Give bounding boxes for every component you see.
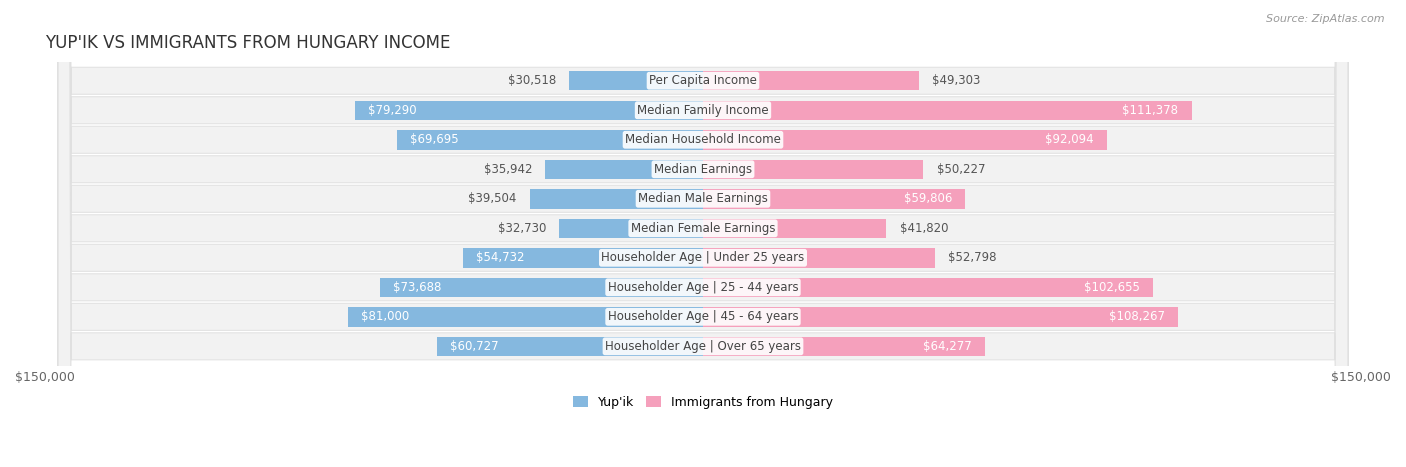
Bar	[703, 189, 966, 209]
FancyBboxPatch shape	[58, 0, 1348, 467]
FancyBboxPatch shape	[58, 0, 1348, 467]
Bar	[356, 100, 703, 120]
Text: Householder Age | 25 - 44 years: Householder Age | 25 - 44 years	[607, 281, 799, 294]
Text: $64,277: $64,277	[924, 340, 972, 353]
FancyBboxPatch shape	[58, 0, 1348, 467]
Text: $54,732: $54,732	[477, 251, 524, 264]
Text: $92,094: $92,094	[1045, 133, 1094, 146]
Bar	[703, 337, 986, 356]
Text: $49,303: $49,303	[932, 74, 981, 87]
Text: $79,290: $79,290	[368, 104, 418, 117]
Text: YUP'IK VS IMMIGRANTS FROM HUNGARY INCOME: YUP'IK VS IMMIGRANTS FROM HUNGARY INCOME	[45, 34, 450, 52]
Text: $102,655: $102,655	[1084, 281, 1140, 294]
Text: $50,227: $50,227	[936, 163, 986, 176]
Bar	[703, 160, 924, 179]
Text: Householder Age | Over 65 years: Householder Age | Over 65 years	[605, 340, 801, 353]
Bar	[380, 277, 703, 297]
Bar	[560, 219, 703, 238]
Text: $81,000: $81,000	[361, 310, 409, 323]
Text: Median Male Earnings: Median Male Earnings	[638, 192, 768, 205]
Bar	[703, 130, 1107, 149]
FancyBboxPatch shape	[58, 0, 1348, 467]
Bar	[398, 130, 703, 149]
Text: Median Family Income: Median Family Income	[637, 104, 769, 117]
Text: $108,267: $108,267	[1109, 310, 1164, 323]
Bar	[703, 219, 886, 238]
Text: $41,820: $41,820	[900, 222, 948, 235]
Text: Median Earnings: Median Earnings	[654, 163, 752, 176]
Text: $69,695: $69,695	[411, 133, 458, 146]
Bar	[703, 248, 935, 268]
Text: $111,378: $111,378	[1122, 104, 1178, 117]
Text: Householder Age | Under 25 years: Householder Age | Under 25 years	[602, 251, 804, 264]
Text: $60,727: $60,727	[450, 340, 498, 353]
Text: Median Female Earnings: Median Female Earnings	[631, 222, 775, 235]
FancyBboxPatch shape	[58, 0, 1348, 467]
FancyBboxPatch shape	[58, 0, 1348, 467]
FancyBboxPatch shape	[58, 0, 1348, 467]
Text: $35,942: $35,942	[484, 163, 531, 176]
Bar	[569, 71, 703, 91]
Bar	[546, 160, 703, 179]
FancyBboxPatch shape	[58, 0, 1348, 467]
Text: Per Capita Income: Per Capita Income	[650, 74, 756, 87]
Bar	[437, 337, 703, 356]
Bar	[703, 307, 1178, 326]
Bar	[703, 71, 920, 91]
Bar	[703, 100, 1192, 120]
FancyBboxPatch shape	[58, 0, 1348, 467]
Text: $52,798: $52,798	[948, 251, 997, 264]
Bar	[703, 277, 1153, 297]
Bar	[463, 248, 703, 268]
Text: $73,688: $73,688	[392, 281, 441, 294]
Legend: Yup'ik, Immigrants from Hungary: Yup'ik, Immigrants from Hungary	[568, 391, 838, 414]
Text: $39,504: $39,504	[468, 192, 516, 205]
Text: Source: ZipAtlas.com: Source: ZipAtlas.com	[1267, 14, 1385, 24]
Text: $59,806: $59,806	[904, 192, 952, 205]
Text: $32,730: $32,730	[498, 222, 547, 235]
Text: $30,518: $30,518	[508, 74, 555, 87]
FancyBboxPatch shape	[58, 0, 1348, 467]
Text: Median Household Income: Median Household Income	[626, 133, 780, 146]
Bar	[347, 307, 703, 326]
Text: Householder Age | 45 - 64 years: Householder Age | 45 - 64 years	[607, 310, 799, 323]
Bar	[530, 189, 703, 209]
